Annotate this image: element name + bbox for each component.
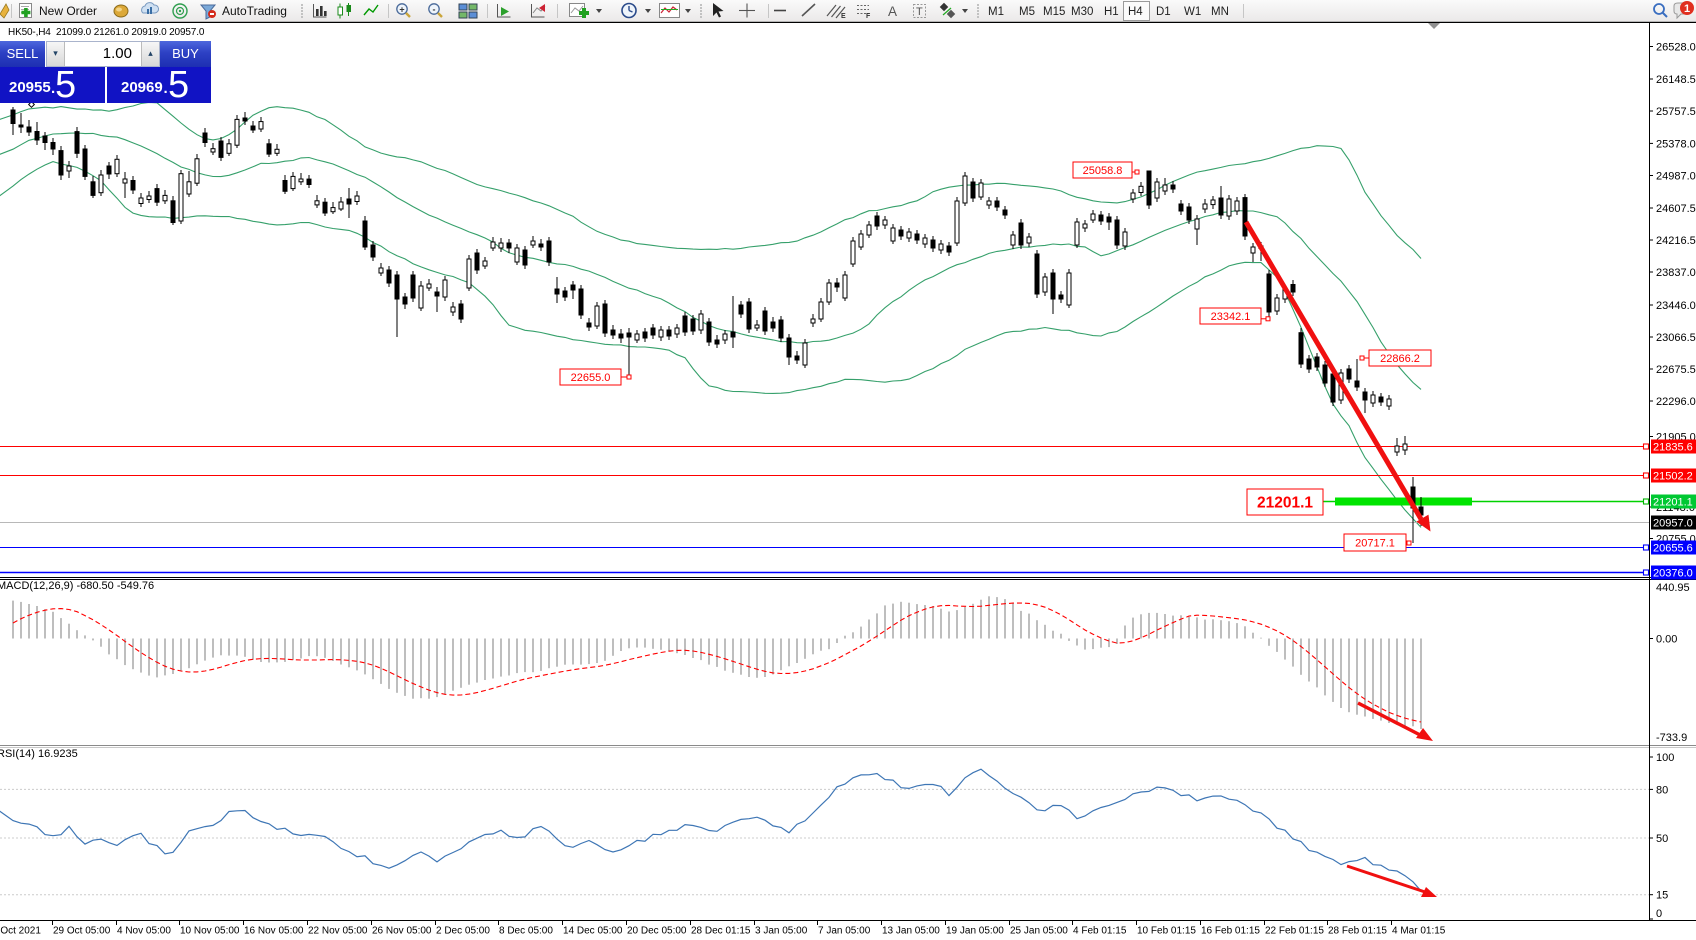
svg-text:+: + bbox=[399, 5, 404, 15]
svg-text:-733.9: -733.9 bbox=[1656, 732, 1687, 744]
svg-text:24216.5: 24216.5 bbox=[1656, 235, 1696, 247]
svg-text:21835.6: 21835.6 bbox=[1653, 442, 1693, 454]
svg-text:F: F bbox=[866, 13, 871, 20]
svg-text:21201.1: 21201.1 bbox=[1257, 495, 1313, 512]
svg-text:2 Dec 05:00: 2 Dec 05:00 bbox=[436, 926, 490, 937]
svg-text:25757.5: 25757.5 bbox=[1656, 106, 1696, 118]
svg-text:26148.5: 26148.5 bbox=[1656, 74, 1696, 86]
svg-text:AutoTrading: AutoTrading bbox=[222, 4, 287, 18]
svg-text:25 Jan 05:00: 25 Jan 05:00 bbox=[1010, 926, 1068, 937]
svg-text:21502.2: 21502.2 bbox=[1653, 471, 1693, 483]
svg-text:25058.8: 25058.8 bbox=[1083, 165, 1123, 177]
svg-text:23066.5: 23066.5 bbox=[1656, 332, 1696, 344]
svg-text:M5: M5 bbox=[1019, 6, 1035, 18]
svg-text:50: 50 bbox=[1656, 833, 1668, 845]
svg-text:29 Oct 05:00: 29 Oct 05:00 bbox=[53, 926, 111, 937]
svg-text:25378.0: 25378.0 bbox=[1656, 138, 1696, 150]
svg-text:1: 1 bbox=[1684, 3, 1690, 15]
svg-text:10 Feb 01:15: 10 Feb 01:15 bbox=[1137, 926, 1196, 937]
svg-text:26528.0: 26528.0 bbox=[1656, 42, 1696, 54]
svg-text:80: 80 bbox=[1656, 784, 1668, 796]
svg-text:26 Nov 05:00: 26 Nov 05:00 bbox=[372, 926, 432, 937]
svg-text:22 Nov 05:00: 22 Nov 05:00 bbox=[308, 926, 368, 937]
svg-text:H1: H1 bbox=[1104, 6, 1119, 18]
svg-text:22866.2: 22866.2 bbox=[1380, 353, 1420, 365]
svg-text:HK50-,H4 21099.0 21261.0 2091: HK50-,H4 21099.0 21261.0 20919.0 20957.0 bbox=[8, 27, 205, 38]
svg-text:8 Dec 05:00: 8 Dec 05:00 bbox=[499, 926, 553, 937]
svg-text:100: 100 bbox=[1656, 752, 1674, 764]
svg-text:20957.0: 20957.0 bbox=[1653, 518, 1693, 530]
svg-text:H4: H4 bbox=[1128, 6, 1143, 18]
svg-text:28 Dec 01:15: 28 Dec 01:15 bbox=[691, 926, 751, 937]
svg-text:0.00: 0.00 bbox=[1656, 634, 1677, 646]
svg-text:24987.0: 24987.0 bbox=[1656, 171, 1696, 183]
svg-text:440.95: 440.95 bbox=[1656, 582, 1690, 594]
svg-text:4 Feb 01:15: 4 Feb 01:15 bbox=[1073, 926, 1127, 937]
svg-text:MACD(12,26,9) -680.50 -549.76: MACD(12,26,9) -680.50 -549.76 bbox=[0, 580, 154, 592]
svg-text:M15: M15 bbox=[1043, 6, 1065, 18]
svg-text:24607.5: 24607.5 bbox=[1656, 203, 1696, 215]
svg-text:16 Nov 05:00: 16 Nov 05:00 bbox=[244, 926, 304, 937]
svg-text:0: 0 bbox=[1656, 908, 1662, 920]
svg-text:M30: M30 bbox=[1071, 6, 1093, 18]
svg-text:19 Jan 05:00: 19 Jan 05:00 bbox=[946, 926, 1004, 937]
svg-text:RSI(14) 16.9235: RSI(14) 16.9235 bbox=[0, 748, 78, 760]
svg-text:14 Dec 05:00: 14 Dec 05:00 bbox=[563, 926, 623, 937]
svg-text:MN: MN bbox=[1211, 6, 1229, 18]
svg-text:M1: M1 bbox=[988, 6, 1004, 18]
svg-text:4 Nov 05:00: 4 Nov 05:00 bbox=[117, 926, 171, 937]
svg-text:22655.0: 22655.0 bbox=[571, 372, 611, 384]
svg-text:7 Jan 05:00: 7 Jan 05:00 bbox=[818, 926, 871, 937]
svg-text:4 Mar 01:15: 4 Mar 01:15 bbox=[1392, 926, 1446, 937]
svg-text:D1: D1 bbox=[1156, 6, 1171, 18]
svg-text:22 Feb 01:15: 22 Feb 01:15 bbox=[1265, 926, 1324, 937]
svg-text:1 Oct 2021: 1 Oct 2021 bbox=[0, 926, 41, 937]
svg-text:A: A bbox=[888, 4, 897, 19]
svg-text:23342.1: 23342.1 bbox=[1211, 311, 1251, 323]
svg-text:3 Jan 05:00: 3 Jan 05:00 bbox=[755, 926, 808, 937]
svg-text:20655.6: 20655.6 bbox=[1653, 543, 1693, 555]
svg-text:16 Feb 01:15: 16 Feb 01:15 bbox=[1201, 926, 1260, 937]
svg-text:15: 15 bbox=[1656, 890, 1668, 902]
svg-text:T: T bbox=[916, 6, 923, 18]
svg-text:20 Dec 05:00: 20 Dec 05:00 bbox=[627, 926, 687, 937]
svg-text:22675.5: 22675.5 bbox=[1656, 364, 1696, 376]
svg-text:23446.0: 23446.0 bbox=[1656, 300, 1696, 312]
svg-text:20717.1: 20717.1 bbox=[1355, 537, 1395, 549]
svg-text:10 Nov 05:00: 10 Nov 05:00 bbox=[180, 926, 240, 937]
svg-text:13 Jan 05:00: 13 Jan 05:00 bbox=[882, 926, 940, 937]
svg-text:E: E bbox=[841, 13, 846, 20]
svg-text:New Order: New Order bbox=[39, 4, 97, 18]
svg-text:-: - bbox=[433, 5, 436, 15]
svg-text:20376.0: 20376.0 bbox=[1653, 568, 1693, 580]
svg-text:23837.0: 23837.0 bbox=[1656, 267, 1696, 279]
svg-text:W1: W1 bbox=[1184, 6, 1201, 18]
svg-text:21201.1: 21201.1 bbox=[1653, 497, 1693, 509]
svg-text:22296.0: 22296.0 bbox=[1656, 396, 1696, 408]
svg-text:28 Feb 01:15: 28 Feb 01:15 bbox=[1328, 926, 1387, 937]
